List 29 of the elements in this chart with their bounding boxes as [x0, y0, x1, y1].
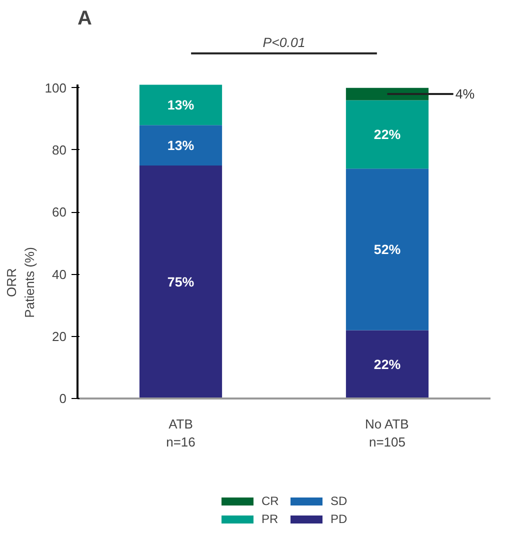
bar: [139, 125, 222, 166]
y-axis-title: ORR Patients (%): [4, 247, 37, 318]
bar: [346, 168, 429, 330]
legend-label: SD: [330, 494, 348, 508]
y-tick-label: 80: [52, 142, 67, 158]
y-tick-label: 20: [52, 328, 67, 344]
data-label: 4%: [455, 86, 475, 102]
x-tick-label: ATB n=16: [166, 416, 196, 450]
data-label: 52%: [374, 242, 401, 257]
chart-title: A: [78, 8, 92, 30]
data-label: 75%: [167, 274, 194, 290]
y-tick-label: 60: [52, 204, 67, 220]
x-tick-label: No ATB n=105: [364, 416, 409, 450]
bar: [346, 88, 429, 100]
bar: [139, 84, 222, 126]
bar: [139, 166, 222, 399]
bar: [346, 330, 429, 399]
y-tick-label: 40: [52, 266, 67, 282]
data-label: 22%: [374, 126, 401, 142]
legend-label: CR: [262, 494, 280, 508]
text: P<0.01: [262, 35, 306, 50]
y-tick-label: 100: [44, 80, 67, 96]
data-label: 13%: [167, 97, 194, 112]
y-tick-label: 0: [59, 391, 67, 406]
legend-label: PR: [262, 512, 280, 526]
bar: [346, 100, 429, 169]
data-label: 13%: [167, 138, 194, 153]
legend-label: PD: [330, 512, 348, 526]
data-label: 22%: [374, 356, 401, 372]
